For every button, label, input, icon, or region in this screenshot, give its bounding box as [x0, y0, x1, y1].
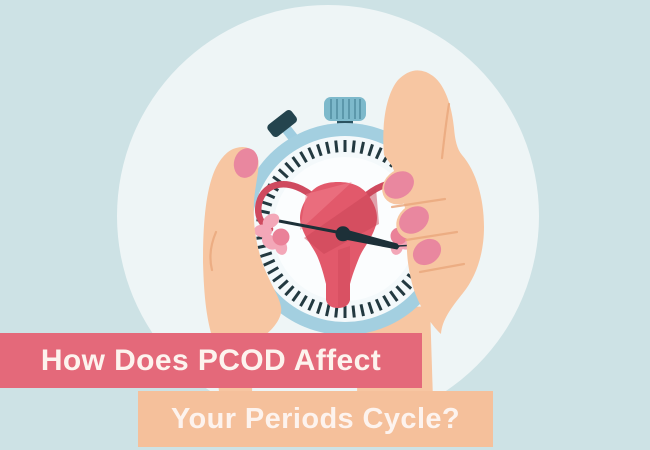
fingers-mass: [383, 70, 484, 334]
tick-mark: [291, 290, 301, 302]
tick-mark: [307, 147, 316, 160]
fimbriae-left: [254, 213, 290, 255]
tick-mark: [316, 143, 323, 157]
finger-nail-3: [412, 238, 442, 266]
tick-mark: [325, 303, 331, 317]
thumb-nail: [233, 148, 259, 178]
tick-mark: [259, 251, 273, 258]
hand-fingers: [382, 70, 484, 334]
tick-mark: [299, 294, 308, 307]
finger-nail-2: [399, 206, 429, 234]
tick-mark: [284, 285, 295, 297]
tick-mark: [374, 298, 383, 311]
tick-mark: [291, 156, 301, 168]
finger-nail-1: [384, 171, 414, 199]
needle-pivot: [335, 226, 351, 242]
tick-mark: [351, 305, 356, 318]
tick-mark: [263, 258, 276, 267]
stopwatch-crown-icon: [324, 97, 366, 129]
title-line-2: Your Periods Cycle?: [170, 402, 461, 435]
uterus-shadow: [304, 188, 379, 254]
tick-mark: [267, 266, 280, 275]
tick-mark: [272, 273, 284, 283]
tick-mark: [334, 140, 339, 153]
title-banner-secondary: Your Periods Cycle?: [138, 391, 493, 447]
tick-mark: [325, 141, 331, 155]
tick-mark: [359, 141, 365, 155]
tick-mark: [395, 285, 406, 297]
tick-mark: [401, 279, 413, 290]
tick-mark: [389, 290, 399, 302]
tick-mark: [367, 143, 374, 157]
title-banner-primary: How Does PCOD Affect: [0, 333, 422, 388]
tick-mark: [277, 279, 289, 290]
tick-mark: [374, 147, 383, 160]
tick-mark: [382, 294, 391, 307]
title-line-1: How Does PCOD Affect: [40, 343, 382, 377]
tick-mark: [284, 161, 295, 173]
tick-mark: [316, 301, 323, 315]
tick-mark: [299, 151, 308, 164]
ovary-left: [272, 228, 290, 246]
uterus-highlight: [300, 182, 352, 230]
tick-mark: [307, 298, 316, 311]
tick-mark: [367, 301, 374, 315]
tick-mark: [359, 303, 365, 317]
tick-mark: [351, 140, 356, 153]
uterus-canal-shade: [338, 246, 350, 308]
tick-mark: [277, 168, 289, 179]
